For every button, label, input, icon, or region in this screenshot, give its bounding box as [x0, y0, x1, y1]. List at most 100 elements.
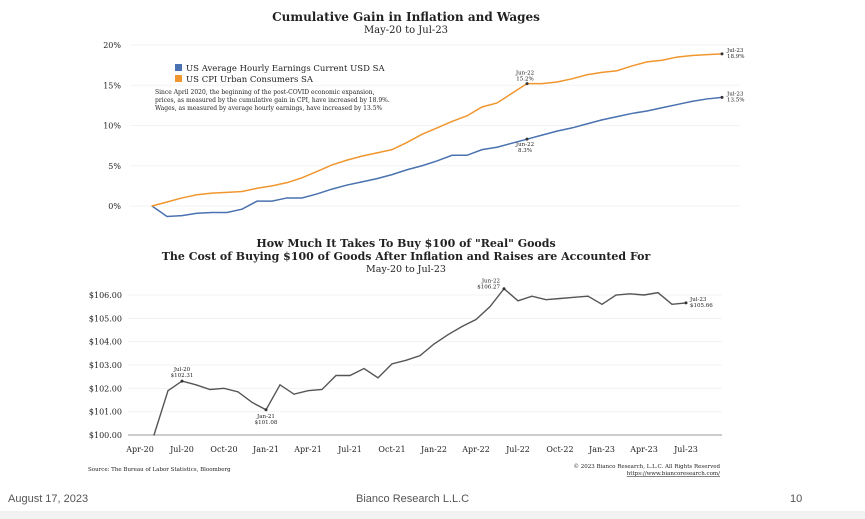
chart1-data-point: [331, 188, 333, 190]
chart2-data-point: [447, 334, 449, 336]
chart1-legend-label: US CPI Urban Consumers SA: [186, 75, 314, 85]
chart2-data-point: [391, 363, 393, 365]
chart1-data-point: [331, 164, 333, 166]
chart1-data-point: [166, 215, 168, 218]
chart2-data-point: [545, 299, 547, 301]
chart1-data-point: [226, 211, 228, 214]
chart1-data-point: [376, 152, 378, 154]
chart2-data-point: [671, 303, 673, 305]
chart1-data-point: [481, 149, 483, 151]
chart1-data-point: [511, 92, 513, 94]
chart2-x-tick: Jan-23: [588, 445, 615, 454]
chart1-data-point: [316, 170, 318, 172]
chart1-annotation-marker: [720, 95, 724, 99]
chart1-data-point: [571, 127, 573, 129]
chart1-data-point: [421, 165, 423, 167]
chart1-data-point: [616, 116, 618, 118]
chart1-note: Since April 2020, the beginning of the p…: [155, 89, 375, 96]
chart2-data-point: [587, 295, 589, 297]
chart1-data-point: [646, 61, 648, 63]
chart1-annotation-label: Jul-23: [726, 91, 744, 97]
chart1-annotation-marker: [720, 52, 724, 56]
chart2-date-range: May-20 to Jul-23: [366, 264, 446, 275]
chart1-data-point: [301, 197, 303, 199]
chart2-data-point: [209, 388, 211, 391]
chart2-annotation-value: $105.66: [690, 303, 713, 309]
chart1-legend-label: US Average Hourly Earnings Current USD S…: [186, 64, 385, 74]
chart2-data-point: [167, 390, 169, 392]
chart1-data-point: [481, 106, 483, 108]
chart1-data-point: [241, 208, 243, 210]
chart2-data-point: [419, 355, 421, 357]
chart2-y-tick: $102.00: [89, 384, 122, 393]
chart1-y-tick: 15%: [103, 81, 121, 90]
chart1-data-point: [616, 70, 618, 72]
chart1-y-tick: 0%: [108, 202, 121, 211]
footer-company: Bianco Research L.L.C: [356, 493, 470, 505]
chart1-data-point: [316, 193, 318, 195]
chart2-data-point: [629, 293, 631, 295]
chart2-annotation-value: $106.27: [477, 285, 500, 291]
chart1-data-point: [226, 191, 228, 193]
chart1-data-point: [706, 98, 708, 100]
chart1-data-point: [556, 130, 558, 132]
chart2-y-tick: $106.00: [89, 291, 122, 300]
chart1-data-point: [301, 177, 303, 179]
chart1-subtitle: May-20 to Jul-23: [364, 25, 448, 36]
source-note: Source: The Bureau of Labor Statistics, …: [88, 467, 231, 473]
chart2-y-tick: $104.00: [89, 338, 122, 347]
chart1-data-point: [571, 78, 573, 80]
chart2-series-line: [153, 287, 687, 436]
chart1-data-point: [436, 127, 438, 129]
chart1-data-point: [271, 200, 273, 202]
chart1-data-point: [376, 178, 378, 180]
chart1-data-point: [646, 110, 648, 112]
chart1-annotation-value: 15.2%: [516, 77, 533, 83]
chart1-data-point: [256, 200, 258, 202]
chart1-data-point: [436, 160, 438, 162]
chart1-data-point: [586, 74, 588, 76]
chart1-data-point: [286, 182, 288, 184]
chart2-x-tick: Apr-20: [125, 445, 154, 454]
chart1-y-tick: 20%: [103, 41, 121, 50]
footer-page-number: 10: [790, 493, 803, 505]
chart2-annotation-marker: [502, 287, 506, 291]
chart1-data-point: [496, 146, 498, 148]
chart2-y-tick: $100.00: [89, 431, 122, 440]
chart1-annotation-value: 18.9%: [727, 54, 744, 60]
chart1-data-point: [391, 174, 393, 176]
chart1-data-point: [451, 154, 453, 156]
chart2-x-tick: Jul-21: [337, 445, 362, 454]
chart1-data-point: [151, 205, 153, 207]
chart2-data-point: [293, 393, 295, 395]
chart1-data-point: [361, 155, 363, 157]
website-link[interactable]: https://www.biancoresearch.com/: [627, 471, 720, 477]
chart1-data-point: [196, 212, 198, 214]
chart2-data-point: [531, 295, 533, 297]
chart2-x-tick: Jul-23: [673, 445, 698, 454]
chart1-data-point: [676, 56, 678, 58]
chart1-data-point: [601, 119, 603, 121]
chart2-x-tick: Oct-22: [546, 445, 573, 454]
chart1-data-point: [661, 59, 663, 61]
chart1-data-point: [421, 133, 423, 135]
chart1-annotation-label: Jul-23: [726, 48, 744, 54]
chart2-x-tick: Jul-20: [169, 445, 194, 454]
chart1-data-point: [196, 194, 198, 196]
chart1-data-point: [451, 120, 453, 123]
chart2-data-point: [321, 388, 323, 391]
chart2-annotation-label: Jan-21: [256, 414, 275, 420]
chart2-x-tick: Jan-21: [252, 445, 279, 454]
chart1-data-point: [601, 71, 603, 73]
chart2-data-point: [615, 294, 617, 296]
chart1-data-point: [256, 187, 258, 189]
chart1-data-point: [211, 211, 213, 214]
chart1-data-point: [466, 154, 468, 156]
chart1-annotation-label: Jun-22: [515, 71, 534, 77]
chart2-y-tick: $105.00: [89, 314, 122, 323]
chart1-y-tick: 10%: [103, 122, 121, 131]
chart2-data-point: [363, 367, 365, 370]
chart2-x-tick: Jul-22: [505, 445, 530, 454]
chart2-data-point: [461, 325, 463, 328]
chart1-data-point: [676, 103, 678, 106]
